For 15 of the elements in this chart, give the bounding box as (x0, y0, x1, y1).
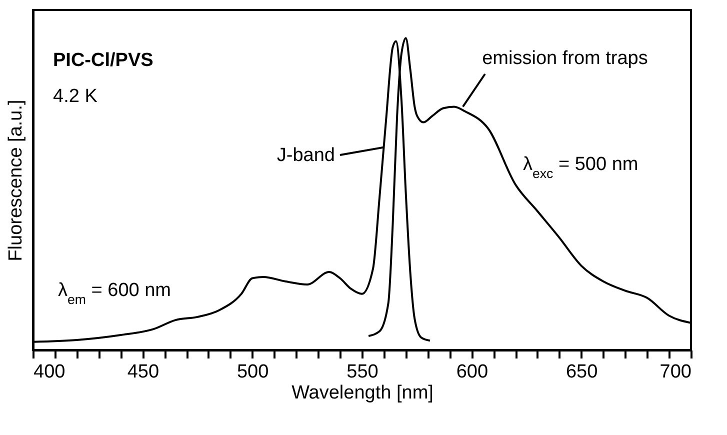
annotation: 4.2 K (53, 86, 98, 107)
annotation: λ$_{exc}$ = 500 nm (523, 154, 638, 180)
x-tick-label: 450 (127, 362, 160, 382)
x-tick-label: 400 (34, 362, 66, 382)
y-axis-title: Fluorescence [a.u.] (6, 100, 26, 262)
x-tick-label: 700 (660, 362, 692, 382)
x-axis-title: Wavelength [nm] (292, 382, 434, 404)
annotation: emission from traps (482, 48, 648, 69)
annotation: J-band (276, 145, 335, 166)
x-tick-label: 550 (346, 362, 378, 382)
x-tick-label: 500 (236, 362, 269, 382)
x-tick-label: 650 (566, 362, 598, 382)
annotation: λ$_{em}$ = 600 nm (58, 280, 172, 306)
annotation: PIC-Cl/PVS (53, 50, 154, 71)
x-tick-label: 600 (456, 362, 488, 382)
